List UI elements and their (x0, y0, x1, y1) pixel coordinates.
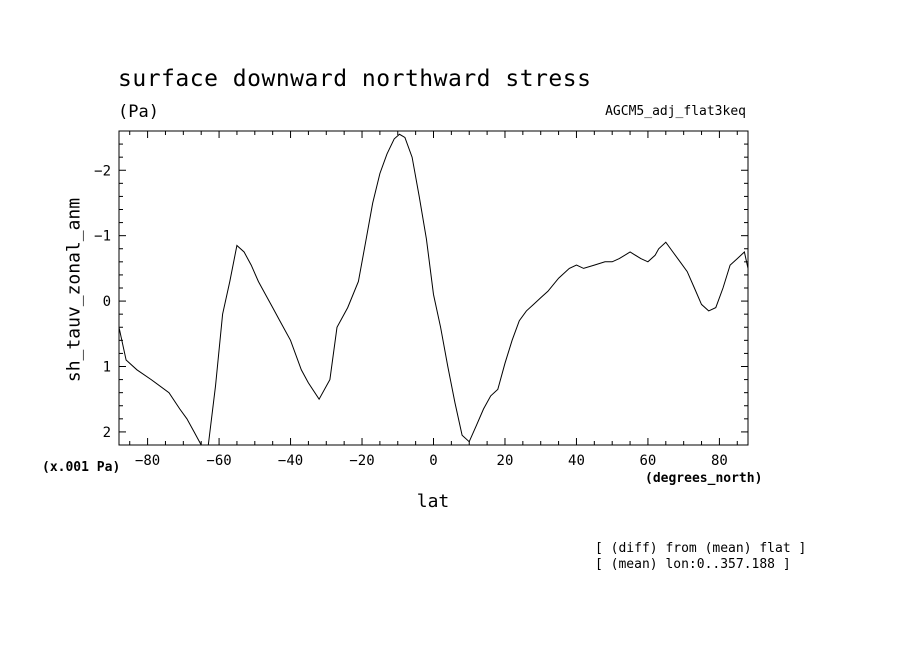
x-tick-label: −40 (278, 453, 303, 469)
x-tick-label: 20 (497, 453, 514, 469)
tick-labels: −80 −60 −40 −20 0 20 40 60 80 −2 −1 0 1 2 (94, 163, 728, 469)
series-line (118, 133, 749, 446)
x-tick-label: −60 (206, 453, 231, 469)
x-axis-units: (degrees_north) (645, 471, 763, 486)
run-name: AGCM5_adj_flat3keq (605, 104, 746, 119)
axis-ticks (119, 130, 748, 446)
y-tick-label: −2 (94, 163, 111, 179)
plot-frame (118, 130, 749, 446)
y-tick-label: 0 (103, 294, 111, 310)
chart-units: (Pa) (118, 102, 159, 122)
x-tick-label: 0 (429, 453, 437, 469)
y-scale-note: (x.001 Pa) (42, 460, 121, 475)
x-tick-label: −80 (135, 453, 160, 469)
y-tick-label: 1 (103, 360, 111, 376)
x-tick-label: 80 (711, 453, 728, 469)
x-tick-label: 60 (640, 453, 657, 469)
x-tick-label: −20 (349, 453, 374, 469)
note-diff: [ (diff) from (mean) flat ] (595, 541, 807, 556)
x-tick-label: 40 (568, 453, 585, 469)
x-axis-label: lat (416, 491, 450, 512)
y-tick-label: −1 (94, 229, 111, 245)
y-tick-label: 2 (103, 425, 111, 441)
chart-title: surface downward northward stress (118, 66, 592, 92)
note-mean: [ (mean) lon:0..357.188 ] (595, 557, 791, 572)
